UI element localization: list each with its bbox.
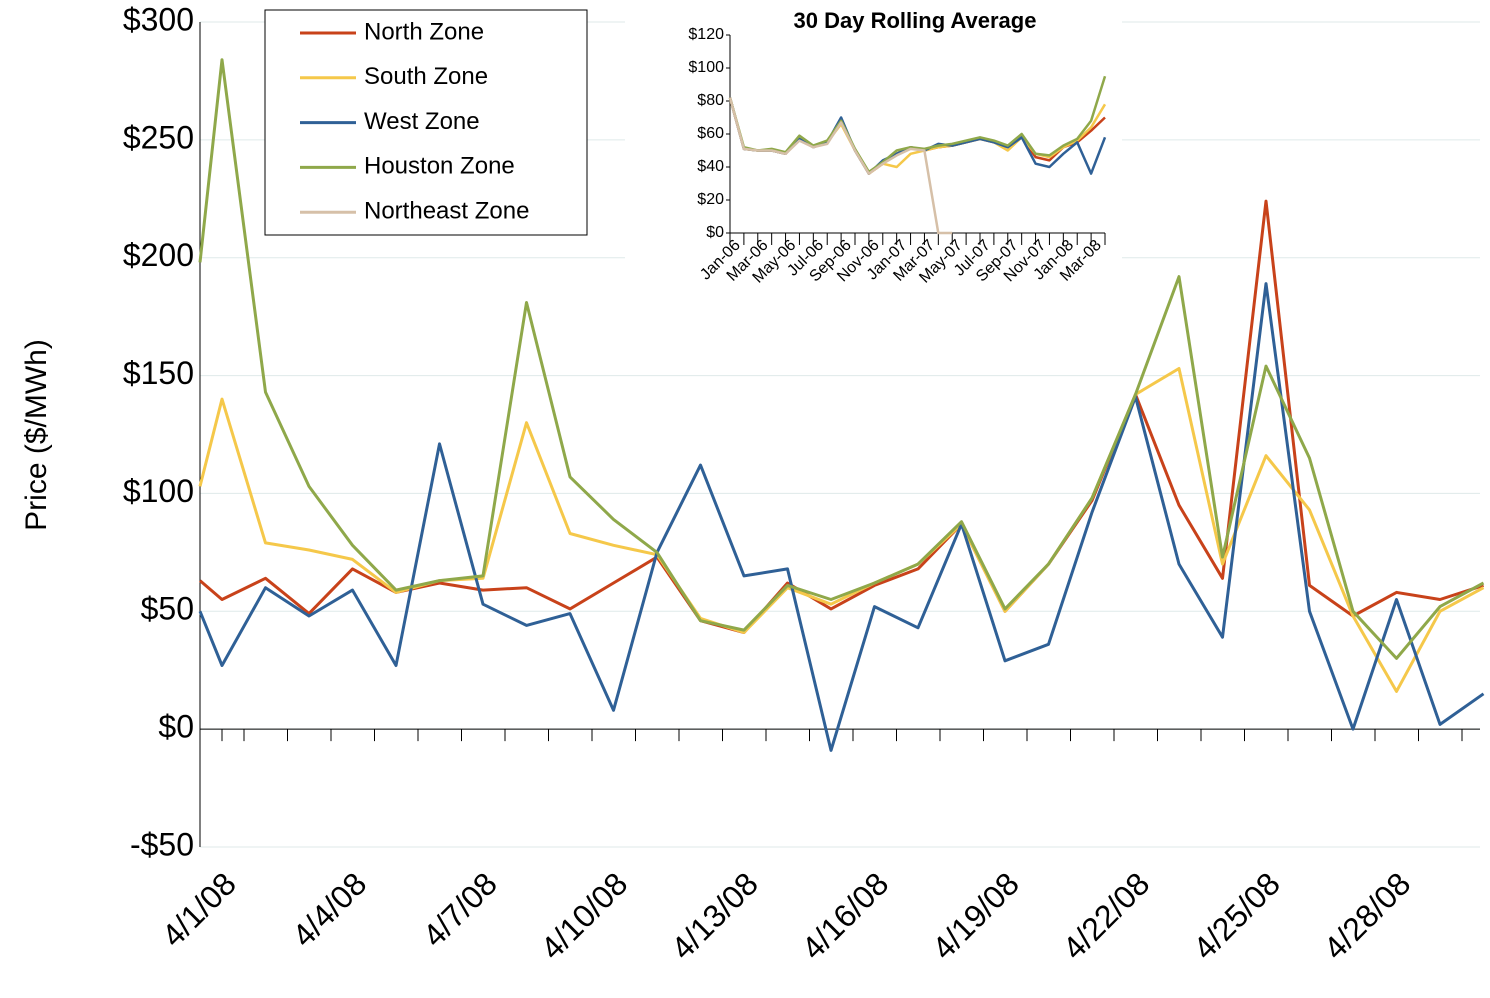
x-tick-label: 4/4/08 bbox=[285, 865, 373, 953]
y-tick-label: -$50 bbox=[130, 826, 194, 862]
x-tick-label: 4/19/08 bbox=[925, 865, 1026, 966]
y-tick-label: $50 bbox=[141, 591, 194, 627]
y-tick-label: $250 bbox=[123, 119, 194, 155]
inset-background bbox=[625, 0, 1122, 262]
y-tick-label: $300 bbox=[123, 1, 194, 37]
legend-label: North Zone bbox=[364, 18, 484, 45]
series-line bbox=[728, 75, 1107, 174]
x-tick-label: 4/13/08 bbox=[664, 865, 765, 966]
x-tick-label: 4/28/08 bbox=[1316, 865, 1417, 966]
legend-label: West Zone bbox=[364, 108, 480, 135]
x-tick-label: 4/1/08 bbox=[155, 865, 243, 953]
y-tick-label: $200 bbox=[123, 237, 194, 273]
x-tick-label: 4/22/08 bbox=[1055, 865, 1156, 966]
x-tick-label: 4/10/08 bbox=[533, 865, 634, 966]
legend-label: Houston Zone bbox=[364, 153, 515, 180]
x-tick-label: 4/7/08 bbox=[416, 865, 504, 953]
y-tick-label: $100 bbox=[123, 473, 194, 509]
x-tick-label: 4/25/08 bbox=[1186, 865, 1287, 966]
series-line bbox=[728, 97, 953, 235]
y-tick-label: $80 bbox=[697, 92, 724, 109]
legend-label: Northeast Zone bbox=[364, 198, 529, 225]
y-tick-label: $20 bbox=[697, 191, 724, 208]
y-tick-label: $40 bbox=[697, 158, 724, 175]
series-line bbox=[198, 367, 1485, 693]
x-tick-label: 4/16/08 bbox=[794, 865, 895, 966]
y-tick-label: $150 bbox=[123, 355, 194, 391]
y-tick-label: $120 bbox=[688, 26, 724, 43]
y-axis-label: Price ($/MWh) bbox=[20, 339, 53, 531]
y-tick-label: $60 bbox=[697, 125, 724, 142]
series-line bbox=[198, 282, 1485, 752]
y-tick-label: $100 bbox=[688, 59, 724, 76]
series-line bbox=[198, 58, 1485, 660]
legend: North Zone South Zone West Zone Houston Zon… bbox=[264, 9, 588, 236]
legend-label: South Zone bbox=[364, 63, 488, 90]
inset-title: 30 Day Rolling Average bbox=[794, 8, 1037, 33]
y-tick-label: $0 bbox=[158, 709, 194, 745]
y-tick-label: $0 bbox=[706, 224, 724, 241]
